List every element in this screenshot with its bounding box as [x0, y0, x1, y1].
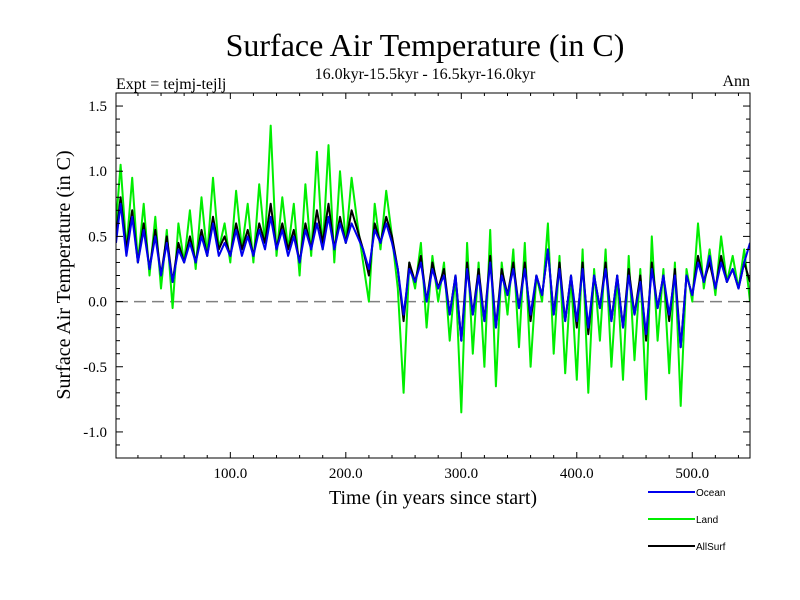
y-tick-label: 0.5	[88, 229, 107, 245]
y-tick-label: 1.5	[88, 99, 107, 115]
y-tick-label: 0.0	[88, 295, 107, 311]
series-line-land	[116, 124, 750, 414]
chart-title: Surface Air Temperature (in C)	[226, 27, 625, 63]
legend: Ocean Land AllSurf	[648, 488, 726, 553]
x-axis: 100.0 200.0 300.0 400.0 500.0	[137, 93, 739, 482]
x-tick-label: 100.0	[213, 466, 247, 482]
experiment-label: Expt = tejmj-tejlj	[116, 76, 226, 93]
y-tick-label: -0.5	[83, 360, 107, 376]
legend-label-ocean: Ocean	[696, 488, 725, 499]
series-line-ocean	[116, 202, 750, 349]
plot-area	[115, 92, 751, 459]
legend-label-allsurf: AllSurf	[696, 542, 726, 553]
x-tick-label: 500.0	[675, 466, 709, 482]
x-tick-label: 200.0	[329, 466, 363, 482]
x-tick-label: 400.0	[560, 466, 594, 482]
x-tick-label: 300.0	[444, 466, 478, 482]
series-layer	[116, 124, 750, 414]
y-axis: -1.0 -0.5 0.0 0.5 1.0 1.5	[83, 99, 750, 446]
y-tick-label: 1.0	[88, 164, 107, 180]
legend-label-land: Land	[696, 515, 718, 526]
x-axis-label: Time (in years since start)	[329, 487, 537, 509]
season-label: Ann	[722, 73, 750, 90]
y-tick-label: -1.0	[83, 425, 107, 441]
chart-subtitle: 16.0kyr-15.5kyr - 16.5kyr-16.0kyr	[315, 66, 536, 83]
y-axis-label: Surface Air Temperature (in C)	[53, 150, 75, 399]
